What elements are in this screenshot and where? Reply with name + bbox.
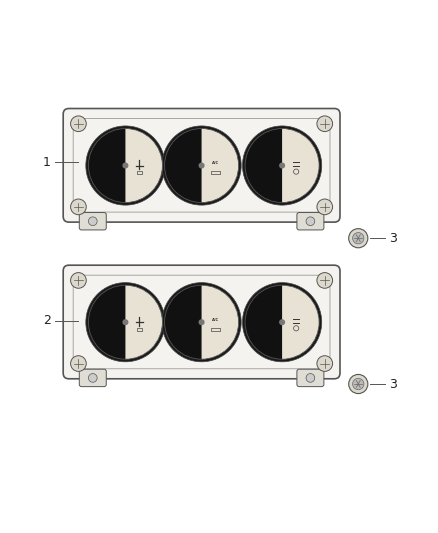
Circle shape — [306, 217, 315, 225]
Circle shape — [349, 375, 368, 393]
Circle shape — [162, 126, 241, 205]
Wedge shape — [165, 285, 201, 359]
Circle shape — [279, 319, 285, 325]
Circle shape — [198, 319, 205, 325]
Circle shape — [71, 199, 86, 215]
Circle shape — [349, 229, 368, 248]
Circle shape — [279, 163, 285, 168]
Circle shape — [71, 116, 86, 132]
Wedge shape — [282, 128, 319, 203]
Circle shape — [317, 199, 332, 215]
Wedge shape — [201, 128, 239, 203]
Circle shape — [122, 163, 128, 168]
Text: A/C: A/C — [212, 318, 219, 322]
Circle shape — [306, 374, 315, 382]
Text: 3: 3 — [389, 377, 397, 391]
Wedge shape — [88, 285, 125, 359]
Circle shape — [317, 356, 332, 372]
FancyBboxPatch shape — [63, 109, 340, 222]
Circle shape — [243, 282, 322, 362]
Wedge shape — [125, 285, 162, 359]
FancyBboxPatch shape — [297, 213, 324, 230]
Text: 1: 1 — [43, 156, 51, 168]
FancyBboxPatch shape — [63, 265, 340, 379]
FancyBboxPatch shape — [79, 213, 106, 230]
FancyBboxPatch shape — [297, 369, 324, 386]
Wedge shape — [165, 128, 201, 203]
Wedge shape — [125, 128, 162, 203]
Circle shape — [122, 319, 128, 325]
Bar — [211, 328, 220, 331]
Wedge shape — [201, 285, 239, 359]
Wedge shape — [88, 128, 125, 203]
Text: 2: 2 — [43, 314, 51, 327]
Circle shape — [71, 272, 86, 288]
Wedge shape — [245, 285, 282, 359]
Bar — [211, 171, 220, 174]
Circle shape — [243, 126, 322, 205]
Text: 3: 3 — [389, 232, 397, 245]
Circle shape — [86, 126, 165, 205]
Circle shape — [317, 116, 332, 132]
Circle shape — [353, 378, 364, 390]
Circle shape — [71, 356, 86, 372]
Wedge shape — [282, 285, 319, 359]
Circle shape — [317, 272, 332, 288]
Circle shape — [353, 232, 364, 244]
Circle shape — [86, 282, 165, 362]
Wedge shape — [245, 128, 282, 203]
Circle shape — [162, 282, 241, 362]
Circle shape — [198, 163, 205, 168]
Text: A/C: A/C — [212, 161, 219, 165]
Circle shape — [88, 217, 97, 225]
Bar — [137, 171, 142, 174]
Circle shape — [88, 374, 97, 382]
Bar — [137, 328, 142, 331]
FancyBboxPatch shape — [79, 369, 106, 386]
